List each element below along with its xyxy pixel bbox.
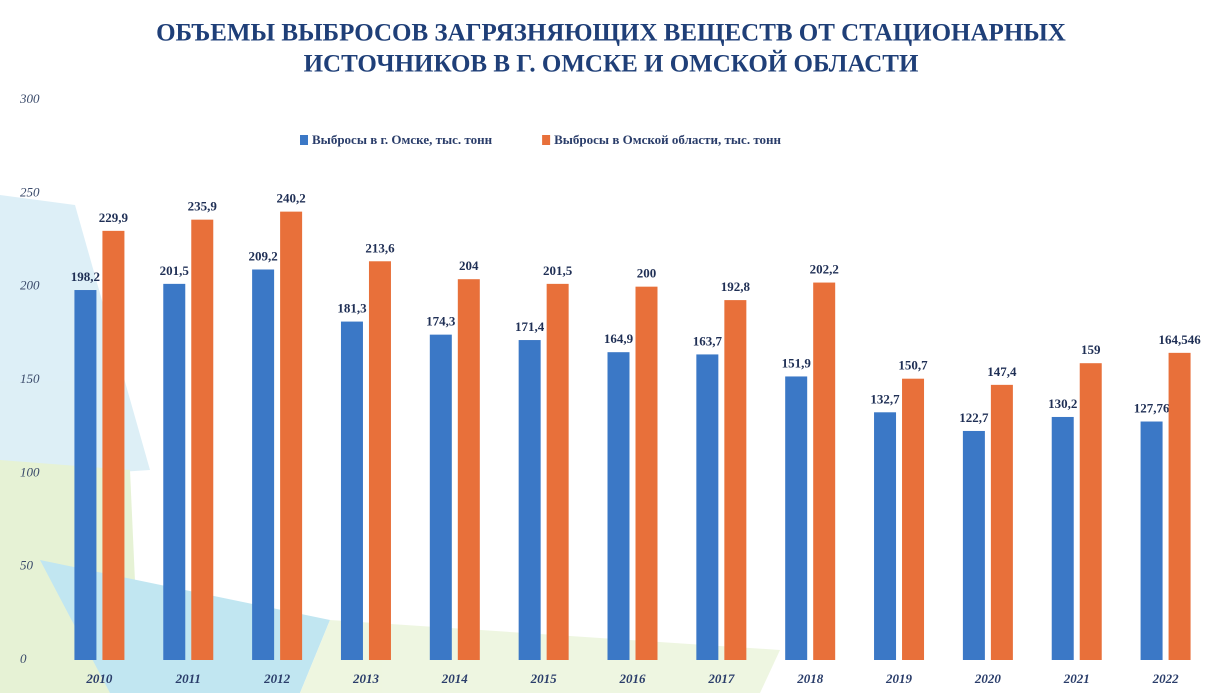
y-tick-label: 150 <box>20 371 40 386</box>
value-label: 151,9 <box>782 355 812 370</box>
legend-swatch <box>542 135 551 145</box>
y-tick-label: 250 <box>20 184 40 199</box>
x-tick-label: 2013 <box>352 671 380 686</box>
value-label: 213,6 <box>365 240 395 255</box>
bar <box>163 283 186 660</box>
x-tick-label: 2011 <box>175 671 201 686</box>
x-tick-label: 2022 <box>1152 671 1180 686</box>
bar <box>724 300 747 660</box>
bar <box>635 286 658 660</box>
bar <box>457 279 480 660</box>
bar <box>340 321 363 660</box>
bar <box>1168 352 1191 660</box>
x-tick-label: 2018 <box>796 671 824 686</box>
bar <box>874 412 897 660</box>
y-tick-label: 200 <box>20 278 40 293</box>
bar <box>546 283 569 660</box>
bar <box>607 352 630 660</box>
chart-title: ОБЪЕМЫ ВЫБРОСОВ ЗАГРЯЗНЯЮЩИХ ВЕЩЕСТВ ОТ … <box>156 20 1066 47</box>
bar <box>962 430 985 660</box>
value-label: 240,2 <box>276 191 305 206</box>
x-tick-label: 2010 <box>85 671 113 686</box>
legend-label: Выбросы в г. Омске, тыс. тонн <box>312 132 493 147</box>
bar <box>429 334 452 660</box>
value-label: 171,4 <box>515 319 545 334</box>
y-tick-label: 100 <box>20 464 40 479</box>
y-tick-label: 0 <box>20 651 27 666</box>
bar <box>102 230 125 660</box>
value-label: 147,4 <box>987 364 1017 379</box>
bar <box>785 376 808 660</box>
value-label: 130,2 <box>1048 396 1077 411</box>
bar <box>990 384 1013 660</box>
legend-swatch <box>300 135 308 145</box>
legend-label: Выбросы в Омской области, тыс. тонн <box>554 132 781 147</box>
value-label: 201,5 <box>543 263 573 278</box>
value-label: 150,7 <box>898 358 928 373</box>
value-label: 209,2 <box>248 248 277 263</box>
x-tick-label: 2019 <box>885 671 913 686</box>
value-label: 122,7 <box>959 410 989 425</box>
value-label: 192,8 <box>721 279 751 294</box>
value-label: 229,9 <box>99 210 129 225</box>
x-tick-label: 2014 <box>441 671 469 686</box>
value-label: 132,7 <box>870 391 900 406</box>
value-label: 174,3 <box>426 314 456 329</box>
bar <box>1140 421 1163 660</box>
bar <box>813 282 836 660</box>
x-tick-label: 2017 <box>707 671 735 686</box>
x-tick-label: 2016 <box>619 671 647 686</box>
value-label: 164,9 <box>604 331 634 346</box>
x-tick-label: 2015 <box>530 671 558 686</box>
bar <box>368 261 391 660</box>
chart-title: ИСТОЧНИКОВ В Г. ОМСКЕ И ОМСКОЙ ОБЛАСТИ <box>304 50 919 78</box>
x-tick-label: 2021 <box>1063 671 1090 686</box>
value-label: 204 <box>459 258 479 273</box>
bar <box>696 354 719 660</box>
bar <box>74 290 97 660</box>
bar <box>902 378 925 660</box>
value-label: 200 <box>637 266 657 281</box>
value-label: 181,3 <box>337 301 367 316</box>
value-label: 235,9 <box>188 199 218 214</box>
bar <box>1051 416 1074 660</box>
x-tick-label: 2012 <box>263 671 291 686</box>
bar <box>1079 363 1102 660</box>
y-tick-label: 300 <box>19 91 40 106</box>
bar <box>252 269 275 660</box>
bar <box>191 219 214 661</box>
value-label: 159 <box>1081 342 1101 357</box>
value-label: 127,76 <box>1134 400 1170 415</box>
value-label: 164,546 <box>1158 332 1201 347</box>
x-tick-label: 2020 <box>974 671 1002 686</box>
bar <box>518 340 541 660</box>
value-label: 163,7 <box>693 333 723 348</box>
value-label: 198,2 <box>71 269 100 284</box>
value-label: 202,2 <box>810 262 839 277</box>
y-tick-label: 50 <box>20 558 34 573</box>
value-label: 201,5 <box>160 263 190 278</box>
bar <box>280 211 303 661</box>
